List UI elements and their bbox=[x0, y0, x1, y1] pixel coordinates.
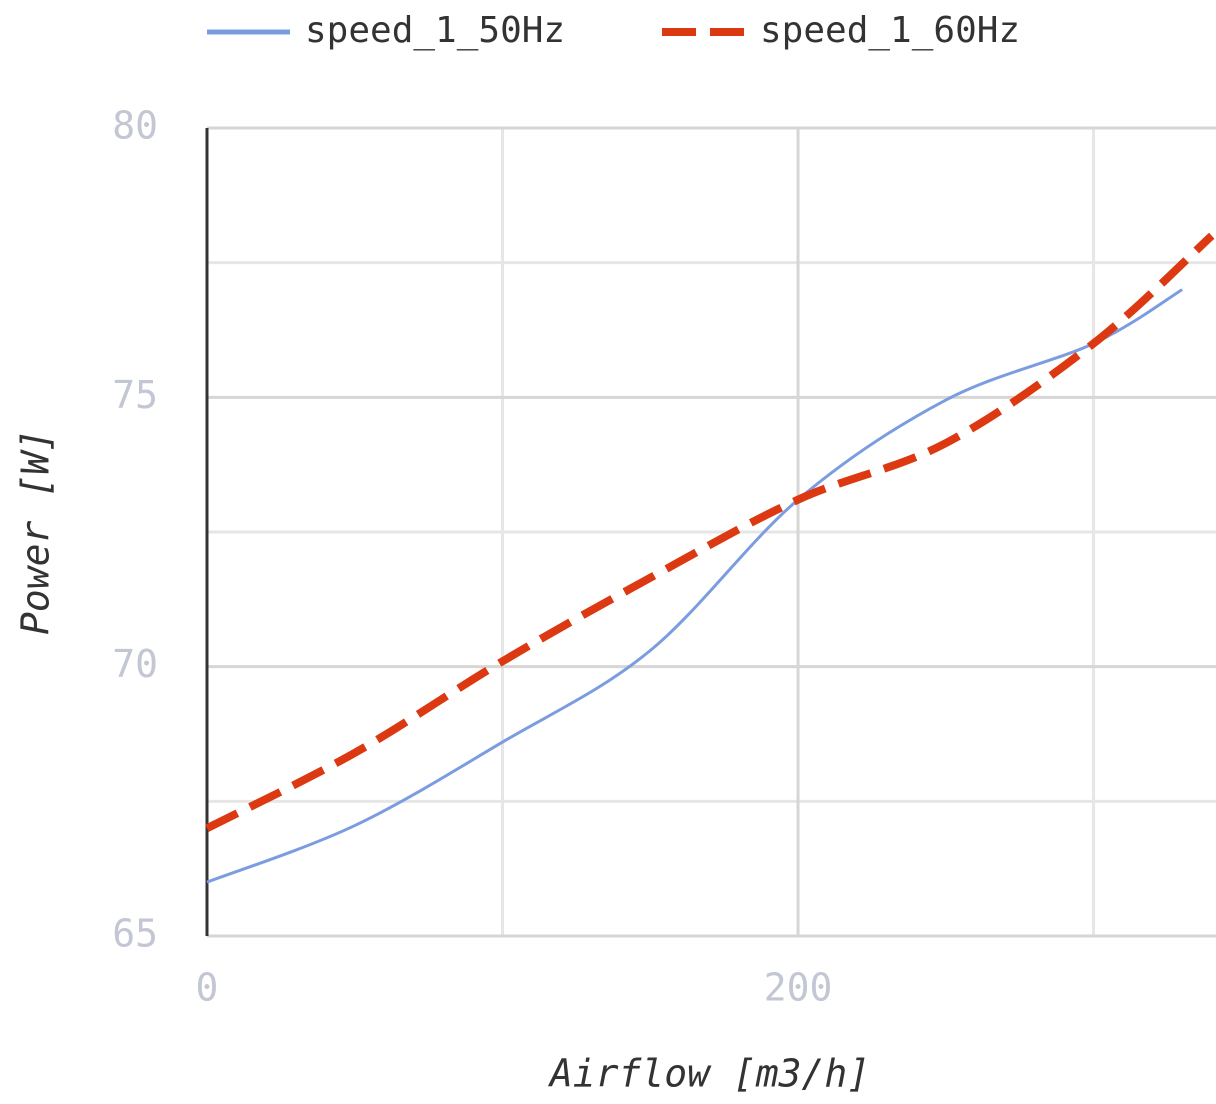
line bbox=[206, 288, 1183, 884]
x-tick-label: 200 bbox=[764, 966, 833, 1010]
y-tick-label: 70 bbox=[112, 642, 158, 686]
legend-label: speed_1_60Hz bbox=[760, 10, 1020, 51]
x-axis-title: Airflow [m3/h] bbox=[548, 1052, 870, 1096]
y-tick-label: 80 bbox=[112, 104, 158, 148]
y-tick-label: 75 bbox=[112, 373, 158, 417]
grid bbox=[205, 126, 1216, 938]
legend-label: speed_1_50Hz bbox=[305, 10, 565, 51]
x-tick-label: 0 bbox=[196, 966, 219, 1010]
y-axis-title: Power [W] bbox=[14, 429, 58, 635]
line bbox=[205, 232, 1215, 832]
y-tick-label: 65 bbox=[112, 912, 158, 956]
